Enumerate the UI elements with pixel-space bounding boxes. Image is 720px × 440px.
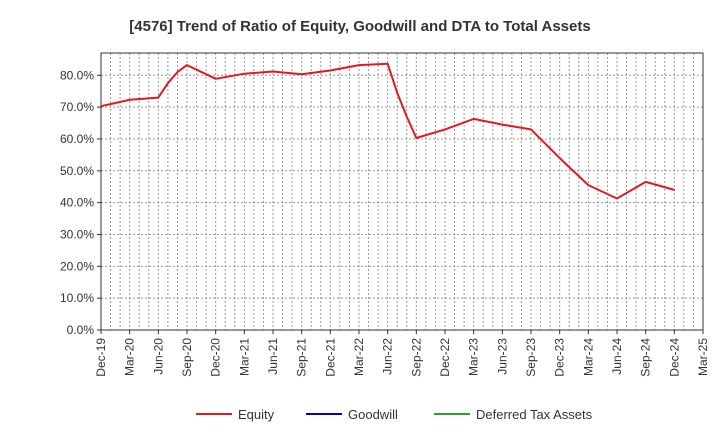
x-tick-label: Mar-20 [123,338,137,376]
x-tick-label: Dec-19 [94,338,108,377]
x-tick-label: Jun-23 [495,338,509,375]
grid [100,53,704,331]
legend-label-deferred-tax-assets: Deferred Tax Assets [476,407,593,422]
x-tick-label: Dec-20 [209,338,223,377]
data-point [157,96,160,99]
y-tick-label: 10.0% [60,291,94,305]
data-point [272,70,274,73]
data-point [673,189,676,191]
data-point [405,115,408,118]
x-tick-label: Sep-23 [524,338,538,377]
x-tick-label: Jun-21 [266,338,280,375]
data-point [214,77,217,80]
data-point [587,184,590,186]
x-tick-label: Sep-20 [180,338,194,377]
data-point [100,105,102,107]
legend-label-equity: Equity [238,407,275,422]
x-tick-label: Jun-24 [610,338,624,375]
data-point [530,128,532,131]
x-tick-label: Mar-22 [352,338,366,376]
x-tick-label: Sep-24 [639,338,653,377]
y-tick-label: 20.0% [60,259,94,273]
data-point [186,64,188,66]
y-tick-label: 30.0% [60,227,94,241]
series-layer [100,62,676,200]
data-point [300,73,303,76]
data-point [444,128,446,131]
x-tick-label: Sep-22 [409,338,423,377]
x-tick-label: Mar-23 [467,338,481,376]
data-point [176,71,179,73]
data-point [167,82,169,85]
x-tick-label: Mar-25 [696,338,710,376]
x-tick-label: Dec-22 [438,338,452,377]
y-tick-label: 50.0% [60,164,94,178]
x-tick-label: Dec-21 [323,338,337,377]
legend: Equity Goodwill Deferred Tax Assets [196,407,593,422]
data-point [616,197,618,200]
plot-frame [100,52,704,331]
chart-title: [4576] Trend of Ratio of Equity, Goodwil… [129,18,590,35]
x-axis: Dec-19 Mar-20 Jun-20 Sep-20 Dec-20 Mar-21 Jun-… [94,330,710,377]
data-point [329,69,332,72]
x-tick-label: Jun-20 [151,338,165,375]
data-point [386,63,389,65]
data-point [415,137,418,139]
data-point [128,99,131,101]
x-tick-label: Jun-22 [381,338,395,375]
x-tick-label: Dec-23 [553,338,567,377]
data-point [358,64,360,66]
data-point [472,118,475,120]
y-tick-label: 0.0% [67,323,95,337]
y-axis: 0.0% 10.0% 20.0% 30.0% 40.0% 50.0% 60.0% 70.0% 8… [60,68,101,337]
data-point [501,123,504,126]
legend-label-goodwill: Goodwill [348,407,398,422]
x-tick-label: Mar-21 [237,338,251,376]
y-tick-label: 80.0% [60,68,94,82]
data-point [396,91,399,94]
data-point [644,181,647,183]
x-tick-label: Mar-24 [581,338,595,376]
data-point [243,72,246,75]
y-tick-label: 40.0% [60,196,94,210]
y-tick-label: 60.0% [60,132,94,146]
y-tick-label: 70.0% [60,100,94,114]
data-point [558,157,561,159]
x-tick-label: Dec-24 [667,338,681,377]
x-tick-label: Sep-21 [295,338,309,377]
